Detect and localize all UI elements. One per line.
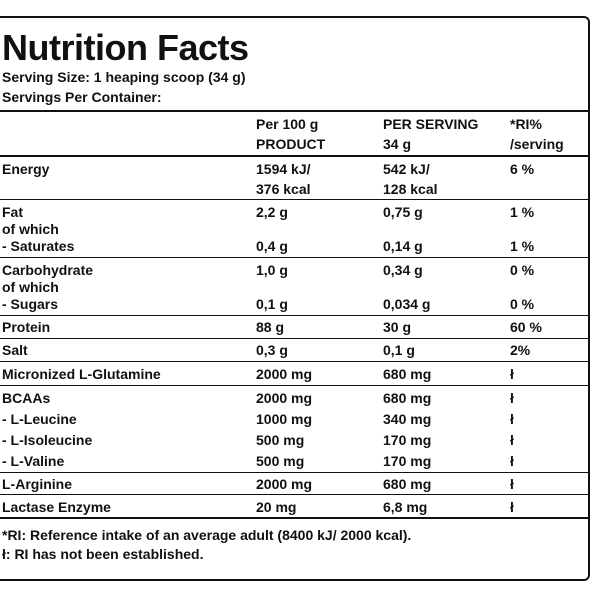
row-lactase-serving: 6,8 mg (383, 499, 428, 515)
row-isoleucine-per100: 500 mg (256, 432, 305, 448)
row-energy-per100-kj: 1594 kJ/ (256, 161, 311, 177)
row-carbohydrate-of-which: of which (2, 279, 59, 295)
row-valine-name: - L-Valine (2, 453, 65, 469)
footnote-not-established: ł: RI has not been established. (2, 546, 204, 562)
column-header-per100-sub: PRODUCT (256, 136, 326, 152)
row-divider (0, 361, 590, 362)
row-glutamine-serving: 680 mg (383, 366, 432, 382)
column-header-ri: *RI% (510, 116, 542, 132)
row-divider (0, 472, 590, 473)
row-protein-serving: 30 g (383, 319, 412, 335)
servings-per-container: Servings Per Container: (2, 89, 162, 105)
row-divider (0, 257, 590, 258)
row-bcaas-serving: 680 mg (383, 390, 432, 406)
row-valine-ri: ł (510, 453, 514, 469)
row-saturates-ri: 1 % (510, 238, 535, 254)
row-valine-per100: 500 mg (256, 453, 305, 469)
row-carbohydrate-name: Carbohydrate (2, 262, 94, 278)
row-salt-ri: 2% (510, 342, 531, 358)
nutrition-facts-title: Nutrition Facts (2, 27, 249, 68)
row-arginine-ri: ł (510, 476, 514, 492)
row-isoleucine-serving: 170 mg (383, 432, 432, 448)
row-isoleucine-name: - L-Isoleucine (2, 432, 93, 448)
column-header-ri-sub: /serving (510, 136, 564, 152)
row-bcaas-ri: ł (510, 390, 514, 406)
row-protein-ri: 60 % (510, 319, 542, 335)
row-glutamine-ri: ł (510, 366, 514, 382)
row-divider (0, 338, 590, 339)
row-arginine-serving: 680 mg (383, 476, 432, 492)
row-isoleucine-ri: ł (510, 432, 514, 448)
row-salt-per100: 0,3 g (256, 342, 288, 358)
row-sugars-per100: 0,1 g (256, 296, 288, 312)
row-carbohydrate-ri: 0 % (510, 262, 535, 278)
header-rule (0, 110, 590, 112)
row-divider (0, 315, 590, 316)
serving-size: Serving Size: 1 heaping scoop (34 g) (2, 69, 246, 85)
row-protein-name: Protein (2, 319, 51, 335)
row-saturates-per100: 0,4 g (256, 238, 288, 254)
row-energy-serving-kj: 542 kJ/ (383, 161, 430, 177)
row-energy-serving-kcal: 128 kcal (383, 181, 438, 197)
row-divider (0, 385, 590, 386)
row-leucine-per100: 1000 mg (256, 411, 313, 427)
footer-rule (0, 517, 590, 519)
row-fat-of-which: of which (2, 221, 59, 237)
row-sugars-ri: 0 % (510, 296, 535, 312)
column-header-per-serving: PER SERVING (383, 116, 479, 132)
row-fat-per100: 2,2 g (256, 204, 288, 220)
row-arginine-name: L-Arginine (2, 476, 72, 492)
row-bcaas-per100: 2000 mg (256, 390, 313, 406)
row-salt-name: Salt (2, 342, 28, 358)
row-salt-serving: 0,1 g (383, 342, 415, 358)
row-carbohydrate-serving: 0,34 g (383, 262, 423, 278)
row-leucine-ri: ł (510, 411, 514, 427)
row-energy-per100-kcal: 376 kcal (256, 181, 311, 197)
column-header-per-serving-sub: 34 g (383, 136, 412, 152)
row-energy-ri: 6 % (510, 161, 535, 177)
row-fat-name: Fat (2, 204, 23, 220)
row-sugars-name: - Sugars (2, 296, 59, 312)
row-lactase-ri: ł (510, 499, 514, 515)
column-header-rule (0, 155, 590, 157)
row-protein-per100: 88 g (256, 319, 285, 335)
column-header-per100: Per 100 g (256, 116, 319, 132)
row-saturates-serving: 0,14 g (383, 238, 423, 254)
footnote-ri: *RI: Reference intake of an average adul… (2, 527, 412, 543)
row-sugars-serving: 0,034 g (383, 296, 431, 312)
row-divider (0, 494, 590, 495)
row-glutamine-name: Micronized L-Glutamine (2, 366, 161, 382)
row-glutamine-per100: 2000 mg (256, 366, 313, 382)
row-arginine-per100: 2000 mg (256, 476, 313, 492)
nutrition-label-border (0, 16, 590, 581)
row-leucine-name: - L-Leucine (2, 411, 77, 427)
row-divider (0, 199, 590, 200)
row-bcaas-name: BCAAs (2, 390, 51, 406)
row-leucine-serving: 340 mg (383, 411, 432, 427)
row-energy-name: Energy (2, 161, 50, 177)
row-saturates-name: - Saturates (2, 238, 75, 254)
row-lactase-per100: 20 mg (256, 499, 297, 515)
row-fat-ri: 1 % (510, 204, 535, 220)
row-fat-serving: 0,75 g (383, 204, 423, 220)
row-valine-serving: 170 mg (383, 453, 432, 469)
row-carbohydrate-per100: 1,0 g (256, 262, 288, 278)
row-lactase-name: Lactase Enzyme (2, 499, 111, 515)
